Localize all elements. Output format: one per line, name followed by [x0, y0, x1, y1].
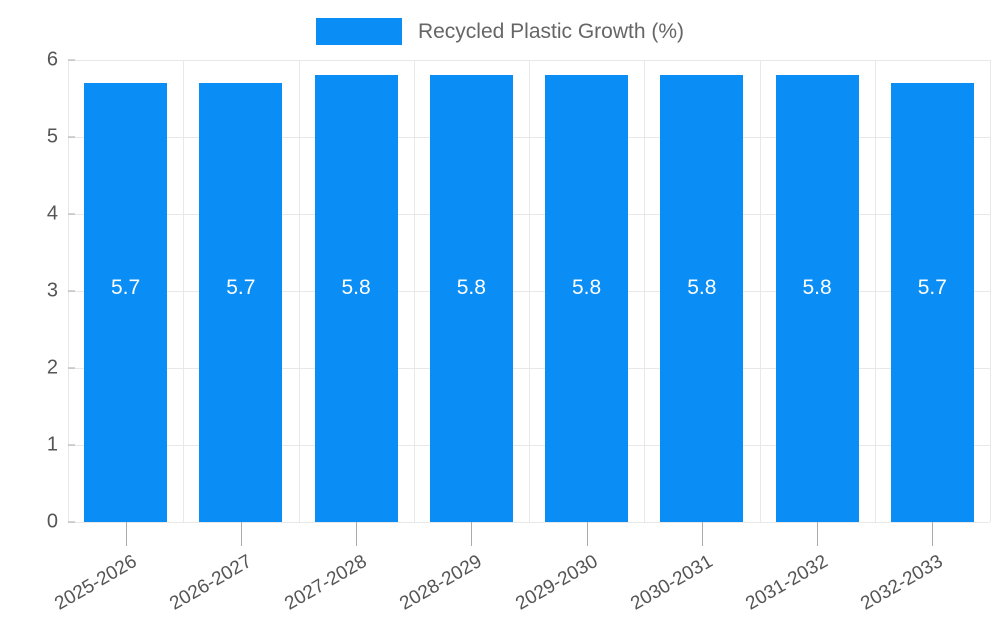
- x-axis-tick-mark: [471, 522, 472, 546]
- gridline-vertical: [875, 60, 876, 522]
- x-axis-tick-mark: [817, 522, 818, 546]
- bar[interactable]: 5.8: [660, 75, 744, 522]
- gridline-vertical: [644, 60, 645, 522]
- bar-value-label: 5.8: [687, 276, 717, 299]
- bar[interactable]: 5.8: [775, 75, 859, 522]
- bar-value-label: 5.8: [572, 276, 602, 299]
- y-axis-tick-labels: 0 1 2 3 4 5 6: [0, 49, 58, 533]
- x-axis-tick-label: 2027-2028: [281, 551, 371, 615]
- x-axis-tick-mark: [126, 522, 127, 546]
- y-axis-tick-label: 1: [46, 433, 58, 456]
- gridline-vertical: [183, 60, 184, 522]
- y-axis-tick-mark: [68, 59, 75, 61]
- y-axis-tick-mark: [68, 367, 75, 369]
- bar[interactable]: 5.7: [84, 83, 168, 522]
- gridline-vertical: [299, 60, 300, 522]
- x-axis-tick-label: 2029-2030: [511, 551, 602, 615]
- gridline-vertical: [529, 60, 530, 522]
- y-axis-tick-mark: [68, 213, 75, 215]
- bar[interactable]: 5.7: [890, 83, 974, 522]
- y-axis-tick-label: 3: [46, 279, 58, 302]
- x-axis-tick-mark: [241, 522, 242, 546]
- gridline-vertical: [990, 60, 991, 522]
- y-axis-tick-label: 5: [46, 125, 58, 148]
- y-axis-tick-mark: [68, 444, 75, 446]
- bar-value-label: 5.7: [111, 276, 141, 299]
- y-axis-tick-label: 6: [46, 48, 58, 71]
- y-axis-tick-label: 4: [46, 202, 58, 225]
- x-axis-tick-label: 2026-2027: [166, 551, 256, 615]
- bar-value-label: 5.7: [917, 276, 947, 299]
- legend-label-recycled-plastic-growth: Recycled Plastic Growth (%): [417, 19, 685, 43]
- y-axis-tick-mark: [68, 136, 75, 138]
- x-axis-tick-mark: [702, 522, 703, 546]
- plot-area: 5.7 5.7 5.8 5.8 5.8 5.8 5.8 5.7: [68, 60, 991, 523]
- chart-legend: Recycled Plastic Growth (%): [0, 14, 1000, 48]
- y-axis-tick-mark: [68, 290, 75, 292]
- bar[interactable]: 5.8: [545, 75, 629, 522]
- x-axis-tick-mark: [356, 522, 357, 546]
- gridline-vertical: [760, 60, 761, 522]
- bar-value-label: 5.7: [226, 276, 256, 299]
- x-axis-tick-mark: [587, 522, 588, 546]
- x-axis-tick-label: 2030-2031: [627, 551, 717, 615]
- x-axis-tick-label: 2031-2032: [742, 551, 832, 615]
- x-axis-tick-label: 2032-2033: [857, 551, 947, 615]
- bar-value-label: 5.8: [802, 276, 832, 299]
- y-axis-tick-label: 2: [46, 356, 58, 379]
- bar[interactable]: 5.8: [429, 75, 513, 522]
- gridline-vertical: [414, 60, 415, 522]
- y-axis-tick-mark: [68, 521, 75, 523]
- x-axis-tick-label: 2025-2026: [50, 551, 141, 615]
- x-axis-tick-label: 2028-2029: [396, 551, 486, 615]
- bar[interactable]: 5.7: [199, 83, 283, 522]
- bar-value-label: 5.8: [341, 276, 371, 299]
- x-axis-tick-mark: [932, 522, 933, 546]
- y-axis-tick-label: 0: [46, 510, 58, 533]
- bar-value-label: 5.8: [456, 276, 486, 299]
- legend-swatch-recycled-plastic-growth: [315, 17, 402, 45]
- gridline-horizontal: [68, 522, 990, 523]
- bar[interactable]: 5.8: [314, 75, 398, 522]
